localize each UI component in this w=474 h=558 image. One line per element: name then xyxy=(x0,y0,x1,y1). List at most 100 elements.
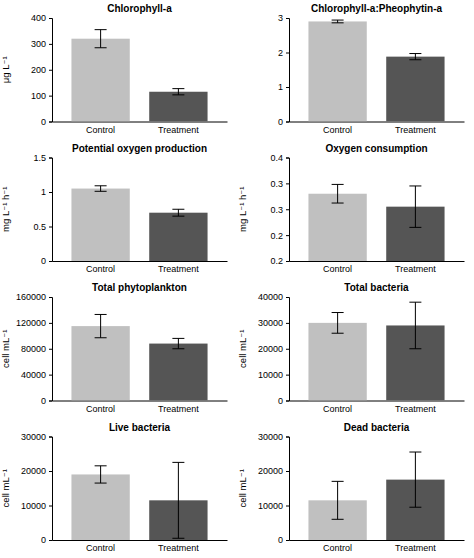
tick: 0 xyxy=(41,117,52,127)
tick-label: 1 xyxy=(41,187,46,197)
y-axis: 0123 xyxy=(278,13,290,127)
subplot: 010000200003000040000ControlTreatmentTot… xyxy=(237,282,465,414)
error-bar xyxy=(409,186,421,227)
tick: 3 xyxy=(278,13,289,23)
tick: 0 xyxy=(41,535,52,545)
tick-mark xyxy=(286,235,289,236)
axis-line xyxy=(290,540,465,541)
axis-line xyxy=(53,261,228,262)
subplot: 0100002000030000ControlTreatmentDead bac… xyxy=(237,422,465,554)
subplot-title: Dead bacteria xyxy=(344,422,410,433)
tick: 0.2 xyxy=(270,231,289,241)
tick: Control xyxy=(323,261,352,274)
axis-line xyxy=(286,298,290,402)
axis-line xyxy=(286,158,290,262)
y-axis: 04000080000120000160000 xyxy=(16,292,53,406)
axis-line xyxy=(53,401,228,402)
tick-label: 10000 xyxy=(258,501,283,511)
subplot-title: Total bacteria xyxy=(344,282,409,293)
tick-label: 0.3 xyxy=(270,179,283,189)
tick-mark xyxy=(49,323,52,324)
y-axis: 0100002000030000 xyxy=(21,432,53,546)
tick-label: Treatment xyxy=(158,543,199,553)
tick: 10000 xyxy=(21,501,52,511)
tick-mark xyxy=(49,70,52,71)
tick-label: 0.2 xyxy=(270,256,283,266)
axis-line xyxy=(53,122,228,123)
tick: 120000 xyxy=(16,318,52,328)
marks xyxy=(71,462,207,540)
tick: Control xyxy=(86,122,115,135)
tick: 0 xyxy=(41,396,52,406)
tick: 10000 xyxy=(258,501,289,511)
error-bar xyxy=(172,338,184,348)
tick-label: 80000 xyxy=(21,344,46,354)
tick-mark xyxy=(49,375,52,376)
tick: 20000 xyxy=(258,344,289,354)
axis-line xyxy=(286,437,290,541)
axis-line xyxy=(290,261,465,262)
marks xyxy=(308,184,444,261)
tick: 1 xyxy=(41,187,52,197)
tick-mark xyxy=(49,437,52,438)
axis-line xyxy=(49,19,53,123)
x-axis: Control Treatment xyxy=(290,261,465,274)
marks xyxy=(308,20,444,121)
tick-label: Control xyxy=(323,543,352,553)
tick-mark xyxy=(49,122,52,123)
tick: 300 xyxy=(31,39,52,49)
tick-mark xyxy=(286,323,289,324)
y-axis-label: cell mL⁻¹ xyxy=(237,330,248,368)
tick: 30000 xyxy=(258,318,289,328)
tick-label: 10000 xyxy=(21,501,46,511)
tick-mark xyxy=(49,349,52,350)
tick-mark xyxy=(286,375,289,376)
y-axis: 0100002000030000 xyxy=(258,432,290,546)
tick: Treatment xyxy=(395,401,436,414)
tick-label: 0 xyxy=(41,396,46,406)
tick-mark xyxy=(286,53,289,54)
tick-mark xyxy=(286,18,289,19)
error-bar xyxy=(95,314,107,337)
chart-root: 0100200300400ControlTreatmentChlorophyll… xyxy=(0,0,474,558)
tick: 1.5 xyxy=(33,153,52,163)
bar xyxy=(149,344,207,401)
bar xyxy=(71,39,129,122)
error-bar xyxy=(95,186,107,192)
error-bar xyxy=(332,20,344,23)
tick-mark xyxy=(286,437,289,438)
subplot: 04000080000120000160000ControlTreatmentT… xyxy=(0,282,228,414)
tick-label: 20000 xyxy=(258,344,283,354)
tick-label: 0 xyxy=(278,117,283,127)
tick: 400 xyxy=(31,13,52,23)
tick: 0.4 xyxy=(270,153,289,163)
tick-label: 0.3 xyxy=(270,205,283,215)
subplot: 0123ControlTreatmentChlorophyll-a:Pheoph… xyxy=(278,3,465,135)
tick-label: 30000 xyxy=(258,318,283,328)
tick: Treatment xyxy=(395,540,436,553)
tick-mark xyxy=(49,506,52,507)
bar xyxy=(386,57,444,122)
tick-mark xyxy=(286,183,289,184)
axis-line xyxy=(290,122,465,123)
tick: Control xyxy=(323,540,352,553)
tick-label: 40000 xyxy=(21,370,46,380)
y-axis-label: cell mL⁻¹ xyxy=(0,330,11,368)
x-axis: ControlTreatment xyxy=(290,122,465,135)
tick: 20000 xyxy=(258,466,289,476)
tick-label: Control xyxy=(86,264,115,274)
tick-label: 2 xyxy=(278,48,283,58)
bar xyxy=(149,92,207,122)
tick-mark xyxy=(286,122,289,123)
tick-mark xyxy=(49,44,52,45)
tick-mark xyxy=(49,297,52,298)
tick: Treatment xyxy=(395,261,436,274)
tick: 0.3 xyxy=(270,205,289,215)
x-axis: ControlTreatment xyxy=(53,540,228,553)
tick-mark xyxy=(286,401,289,402)
tick-mark xyxy=(286,209,289,210)
tick-mark xyxy=(49,227,52,228)
error-bar xyxy=(95,30,107,48)
tick: Treatment xyxy=(158,261,199,274)
axis-line xyxy=(49,298,53,402)
